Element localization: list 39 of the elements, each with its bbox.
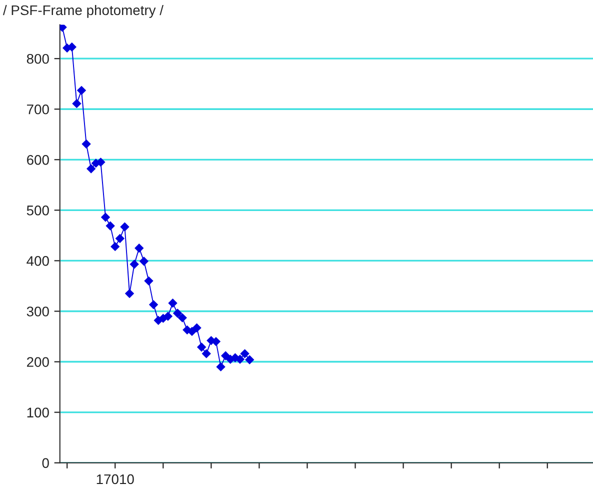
point [86,164,96,174]
point [178,313,187,322]
point [82,139,91,149]
point [172,308,182,318]
y-tick-label: 600 [27,154,49,165]
point [202,349,211,358]
point [139,256,149,266]
point [196,342,206,352]
point [100,212,110,222]
y-tick-label: 100 [27,408,49,418]
point [168,298,178,308]
point [163,312,173,321]
y-tick-label: 0 [42,458,49,468]
y-tick-label: 200 [27,357,49,367]
point [134,243,144,253]
point [244,355,254,364]
point [120,222,130,232]
point [148,300,158,310]
point [235,354,245,364]
point [72,98,82,108]
point [130,260,139,269]
y-tick-label: 400 [26,256,49,266]
point [216,362,226,372]
y-tick-label: 300 [26,306,49,316]
point [240,349,250,358]
point [187,326,197,336]
point [220,351,230,360]
point [110,242,120,252]
point [115,234,125,244]
chart-title: / PSF-Frame photometry / [2,4,164,18]
y-tick-label: 800 [26,54,49,64]
text: 17010 [96,474,134,484]
y-tick-label: 700 [27,104,49,114]
point [106,221,115,230]
point [76,86,86,96]
point [144,276,154,286]
point [124,288,134,298]
point [192,323,202,333]
y-tick-label: 500 [26,206,49,216]
